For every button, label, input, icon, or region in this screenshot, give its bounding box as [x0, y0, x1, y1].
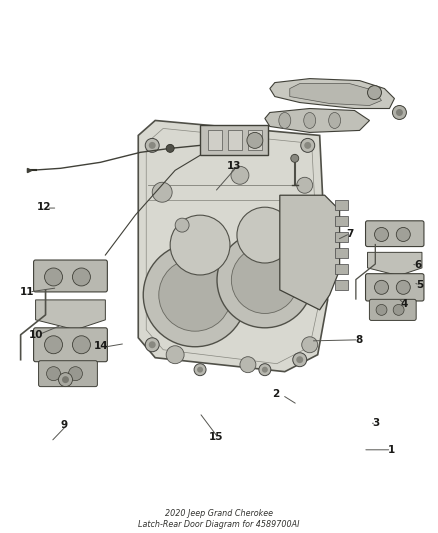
Circle shape	[393, 304, 404, 316]
Ellipse shape	[304, 112, 316, 128]
Circle shape	[302, 337, 318, 353]
Text: 2: 2	[272, 389, 279, 399]
Text: 4: 4	[401, 298, 408, 309]
Circle shape	[237, 207, 293, 263]
Text: 15: 15	[208, 432, 223, 441]
Circle shape	[301, 139, 314, 152]
Ellipse shape	[328, 112, 341, 128]
Circle shape	[68, 367, 82, 381]
Circle shape	[374, 280, 389, 294]
Text: 10: 10	[29, 329, 44, 340]
Circle shape	[170, 215, 230, 275]
Circle shape	[259, 364, 271, 376]
Circle shape	[45, 268, 63, 286]
Circle shape	[143, 243, 247, 347]
Text: 9: 9	[60, 420, 67, 430]
Circle shape	[197, 367, 203, 373]
FancyBboxPatch shape	[34, 260, 107, 292]
Polygon shape	[335, 248, 348, 258]
Circle shape	[297, 177, 313, 193]
Circle shape	[59, 373, 72, 386]
Text: 8: 8	[355, 335, 362, 345]
Circle shape	[367, 86, 381, 100]
Text: 14: 14	[94, 341, 109, 351]
FancyBboxPatch shape	[34, 328, 107, 362]
Circle shape	[291, 155, 299, 163]
FancyBboxPatch shape	[366, 273, 424, 301]
Polygon shape	[270, 78, 395, 109]
Circle shape	[262, 367, 268, 373]
Circle shape	[376, 304, 387, 316]
Circle shape	[217, 232, 313, 328]
Polygon shape	[335, 232, 348, 242]
Circle shape	[231, 166, 249, 184]
Polygon shape	[208, 131, 222, 150]
Text: 5: 5	[416, 280, 424, 290]
Polygon shape	[280, 195, 339, 310]
Text: 6: 6	[414, 261, 421, 270]
Circle shape	[240, 357, 256, 373]
Polygon shape	[367, 252, 422, 276]
Polygon shape	[248, 131, 262, 150]
Circle shape	[194, 364, 206, 376]
Circle shape	[396, 109, 403, 116]
FancyBboxPatch shape	[39, 361, 97, 386]
FancyBboxPatch shape	[366, 221, 424, 247]
Polygon shape	[228, 131, 242, 150]
Circle shape	[296, 356, 303, 363]
Polygon shape	[335, 200, 348, 210]
Polygon shape	[290, 84, 381, 106]
Circle shape	[396, 228, 410, 241]
Polygon shape	[200, 125, 268, 155]
Text: 1: 1	[388, 445, 395, 455]
Circle shape	[149, 341, 155, 348]
Circle shape	[374, 228, 389, 241]
Circle shape	[159, 259, 231, 331]
Polygon shape	[265, 109, 370, 132]
Circle shape	[247, 132, 263, 148]
Polygon shape	[35, 300, 106, 330]
Circle shape	[72, 268, 90, 286]
Circle shape	[145, 338, 159, 352]
Circle shape	[145, 139, 159, 152]
Polygon shape	[335, 264, 348, 274]
Circle shape	[149, 142, 155, 149]
Circle shape	[392, 106, 406, 119]
Circle shape	[304, 142, 311, 149]
Text: 7: 7	[346, 229, 353, 239]
Text: 13: 13	[227, 160, 241, 171]
FancyBboxPatch shape	[369, 300, 416, 320]
Circle shape	[293, 353, 307, 367]
Text: 3: 3	[373, 418, 380, 428]
Circle shape	[166, 144, 174, 152]
Circle shape	[175, 218, 189, 232]
Circle shape	[46, 367, 60, 381]
Text: 12: 12	[37, 202, 52, 212]
Circle shape	[231, 246, 298, 313]
Circle shape	[62, 376, 69, 383]
Circle shape	[72, 336, 90, 354]
Circle shape	[152, 182, 172, 202]
Circle shape	[166, 346, 184, 364]
Polygon shape	[335, 280, 348, 290]
Ellipse shape	[279, 112, 291, 128]
Circle shape	[396, 280, 410, 294]
Circle shape	[45, 336, 63, 354]
Polygon shape	[138, 120, 328, 372]
Text: 11: 11	[20, 287, 34, 297]
Text: 2020 Jeep Grand Cherokee
Latch-Rear Door Diagram for 4589700AI: 2020 Jeep Grand Cherokee Latch-Rear Door…	[138, 510, 300, 529]
Polygon shape	[335, 216, 348, 226]
